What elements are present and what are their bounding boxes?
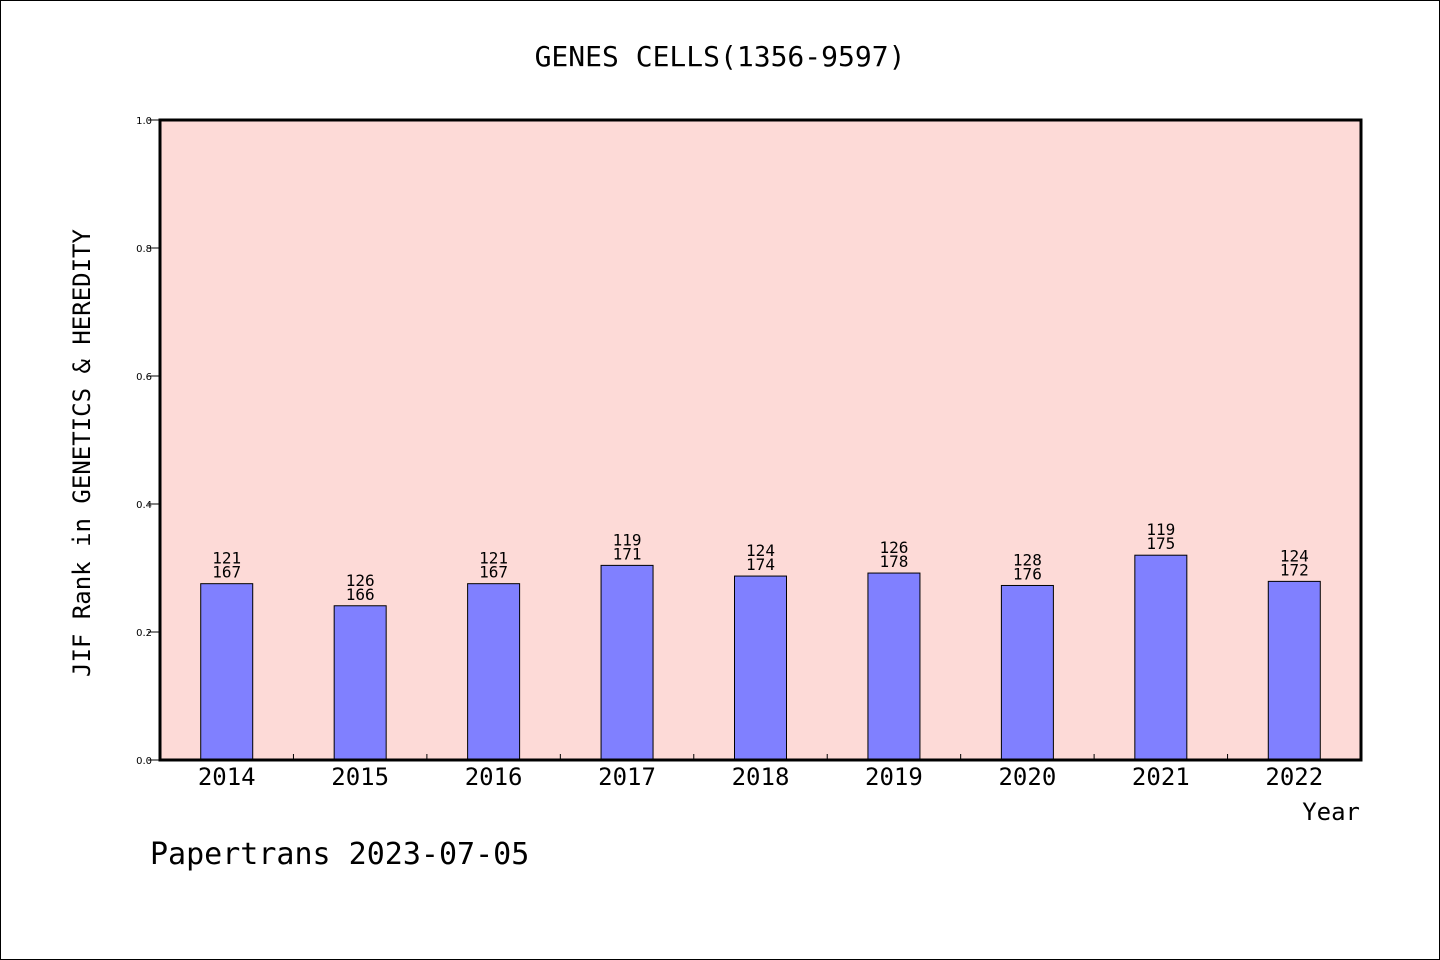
bar-rank-label: 119 (613, 530, 642, 549)
x-tick-label: 2022 (1265, 763, 1323, 791)
x-tick-label: 2017 (598, 763, 656, 791)
bar-total-label: 171 (613, 544, 642, 563)
y-tick-label: 0.8 (136, 244, 152, 255)
bar-total-label: 176 (1013, 564, 1042, 583)
bar-total-label: 172 (1280, 560, 1309, 579)
bar-rank-label: 119 (1146, 520, 1175, 539)
footer-credit: Papertrans 2023-07-05 (150, 837, 529, 872)
bar-2015 (333, 605, 387, 761)
x-tick-label: 2018 (732, 763, 790, 791)
bar-rank-label: 126 (879, 538, 908, 557)
y-axis-label: JIF Rank in GENETICS & HEREDITY (68, 228, 96, 676)
bar-rank-label: 121 (212, 549, 241, 568)
bar-2022 (1267, 580, 1321, 761)
x-tick-label: 2020 (998, 763, 1056, 791)
bar-total-label: 166 (346, 585, 375, 604)
bar-rank-label: 124 (1280, 546, 1309, 565)
bar-total-label: 167 (479, 563, 508, 582)
bar-rank-label: 124 (746, 541, 775, 560)
x-tick-label: 2019 (865, 763, 923, 791)
bar-2017 (600, 564, 654, 761)
bar-total-label: 178 (879, 552, 908, 571)
chart-title: GENES CELLS(1356-9597) (535, 40, 906, 73)
bar-2014 (200, 583, 254, 761)
x-axis-label: Year (1302, 798, 1360, 826)
y-tick-label: 0.4 (136, 500, 152, 511)
y-tick-label: 0.2 (136, 628, 152, 639)
bar-total-label: 174 (746, 555, 775, 574)
bar-2020 (1000, 584, 1054, 761)
bar-total-label: 175 (1146, 534, 1175, 553)
bar-2018 (734, 575, 787, 761)
bar-rank-label: 121 (479, 549, 508, 568)
x-tick-label: 2015 (331, 763, 389, 791)
y-tick-label: 0.6 (136, 372, 152, 383)
bar-total-label: 167 (212, 563, 241, 582)
x-tick-label: 2014 (198, 763, 256, 791)
x-tick-label: 2016 (465, 763, 523, 791)
y-tick-label: 1.0 (136, 116, 152, 127)
plot-border (158, 118, 1363, 762)
y-tick-label: 0.0 (136, 756, 152, 767)
bar-2021 (1134, 554, 1188, 761)
bar-2016 (467, 583, 521, 761)
bar-rank-label: 128 (1013, 550, 1042, 569)
bar-rank-label: 126 (346, 571, 375, 590)
bar-2019 (867, 572, 921, 761)
x-tick-label: 2021 (1132, 763, 1190, 791)
